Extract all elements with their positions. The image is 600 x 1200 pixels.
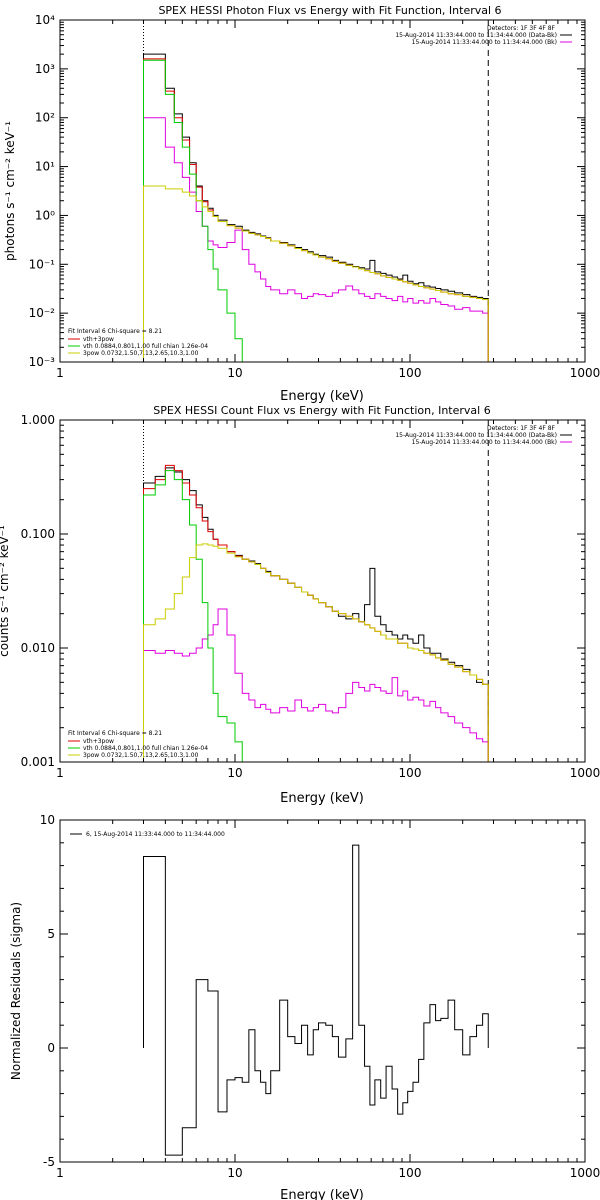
x-axis-label: Energy (keV) xyxy=(280,1188,364,1200)
legend-bottom: Fit Interval 6 Chi-square = 8.21 vth+3po… xyxy=(68,730,208,759)
y-tick-label: -5 xyxy=(43,1155,55,1169)
y-tick-label: 10⁻² xyxy=(29,306,56,320)
legend-top: Detectors: 1F 3F 4F 8F 15-Aug-2014 11:33… xyxy=(395,425,572,446)
panel-photon-flux: SPEX HESSI Photon Flux vs Energy with Fi… xyxy=(3,4,600,404)
legend-3pow: 3pow 0.0732,1.50,7.13,2.65,10.3,1.00 xyxy=(83,350,199,357)
plot-frame xyxy=(59,819,586,1163)
x-tick-label: 10 xyxy=(227,1166,242,1180)
x-tick-label: 10 xyxy=(227,766,242,780)
x-tick-label: 1000 xyxy=(570,766,600,780)
x-tick-label: 100 xyxy=(399,1166,422,1180)
series-line-3 xyxy=(143,59,243,362)
y-tick-label: 10¹ xyxy=(35,160,55,174)
y-tick-label: 5 xyxy=(47,927,55,941)
legend-top: Detectors: 1F 3F 4F 8F 15-Aug-2014 11:33… xyxy=(395,25,572,46)
y-tick-label: 0.100 xyxy=(21,527,55,541)
y-axis-label: Normalized Residuals (sigma) xyxy=(9,902,23,1080)
legend-vth: vth 0.0884,0.801,1.00 full chian 1.26e-0… xyxy=(83,343,208,350)
x-axis-label: Energy (keV) xyxy=(280,389,364,404)
legend-vth3pow: vth+3pow xyxy=(83,336,114,343)
series-line-0 xyxy=(143,467,489,762)
series-line-1 xyxy=(143,117,489,362)
legend-bottom: Fit Interval 6 Chi-square = 8.21 vth+3po… xyxy=(68,328,208,357)
legend-3pow: 3pow 0.0732,1.50,7.13,2.65,10.3,1.00 xyxy=(83,752,199,759)
chart-title: SPEX HESSI Count Flux vs Energy with Fit… xyxy=(153,404,490,417)
legend-data-bk: 15-Aug-2014 11:33:44.000 to 11:34:44.000… xyxy=(395,32,557,39)
y-axis-label: photons s⁻¹ cm⁻² keV⁻¹ xyxy=(3,121,17,261)
y-tick-label: 0.010 xyxy=(21,641,55,655)
x-tick-label: 1000 xyxy=(570,366,600,380)
legend-vth: vth 0.0884,0.801,1.00 full chian 1.26e-0… xyxy=(83,745,208,752)
plot-frame xyxy=(59,19,586,363)
x-tick-label: 100 xyxy=(399,366,422,380)
legend-data-bk: 15-Aug-2014 11:33:44.000 to 11:34:44.000… xyxy=(395,432,557,439)
legend-fit-interval: Fit Interval 6 Chi-square = 8.21 xyxy=(68,328,162,335)
x-axis-label: Energy (keV) xyxy=(280,791,364,806)
x-tick-label: 1000 xyxy=(570,1166,600,1180)
y-tick-label: 10 xyxy=(40,813,55,827)
series-line-1 xyxy=(143,608,489,762)
legend-fit-interval: Fit Interval 6 Chi-square = 8.21 xyxy=(68,730,162,737)
series-line-0 xyxy=(143,844,489,1156)
plot-frame xyxy=(59,419,586,763)
y-tick-label: 10⁰ xyxy=(35,208,55,222)
y-tick-label: 10⁴ xyxy=(35,13,55,27)
panel-count-flux: SPEX HESSI Count Flux vs Energy with Fit… xyxy=(0,404,600,806)
panel-residuals: 1 10 100 1000 -5 0 5 10 Energy (keV) Normalized… xyxy=(9,813,600,1200)
y-tick-label: 0.001 xyxy=(21,755,55,769)
y-tick-label: 10⁻¹ xyxy=(29,257,56,271)
y-tick-label: 1.000 xyxy=(21,413,55,427)
series-line-0 xyxy=(143,53,489,362)
y-tick-label: 10⁻³ xyxy=(29,355,56,369)
legend-detectors: Detectors: 1F 3F 4F 8F xyxy=(487,425,556,432)
x-tick-label: 1 xyxy=(56,366,64,380)
series-line-2 xyxy=(143,464,489,762)
legend-bk: 15-Aug-2014 11:33:44.000 to 11:34:44.000… xyxy=(412,39,557,46)
y-tick-label: 10² xyxy=(35,111,55,125)
series-line-4 xyxy=(143,185,489,362)
y-tick-label: 10³ xyxy=(35,62,55,76)
x-tick-label: 100 xyxy=(399,766,422,780)
x-tick-label: 10 xyxy=(227,366,242,380)
legend-detectors: Detectors: 1F 3F 4F 8F xyxy=(487,25,556,32)
legend-text: 6, 15-Aug-2014 11:33:44.000 to 11:34:44.… xyxy=(86,831,225,838)
series-line-3 xyxy=(143,470,243,762)
series-line-4 xyxy=(143,543,489,762)
x-tick-label: 1 xyxy=(56,766,64,780)
y-tick-label: 0 xyxy=(47,1041,55,1055)
legend-vth3pow: vth+3pow xyxy=(83,738,114,745)
x-tick-label: 1 xyxy=(56,1166,64,1180)
series-line-2 xyxy=(143,58,489,362)
y-axis-label: counts s⁻¹ cm⁻² keV⁻¹ xyxy=(0,525,11,657)
chart-title: SPEX HESSI Photon Flux vs Energy with Fi… xyxy=(158,4,501,17)
legend-bk: 15-Aug-2014 11:33:44.000 to 11:34:44.000… xyxy=(412,439,557,446)
